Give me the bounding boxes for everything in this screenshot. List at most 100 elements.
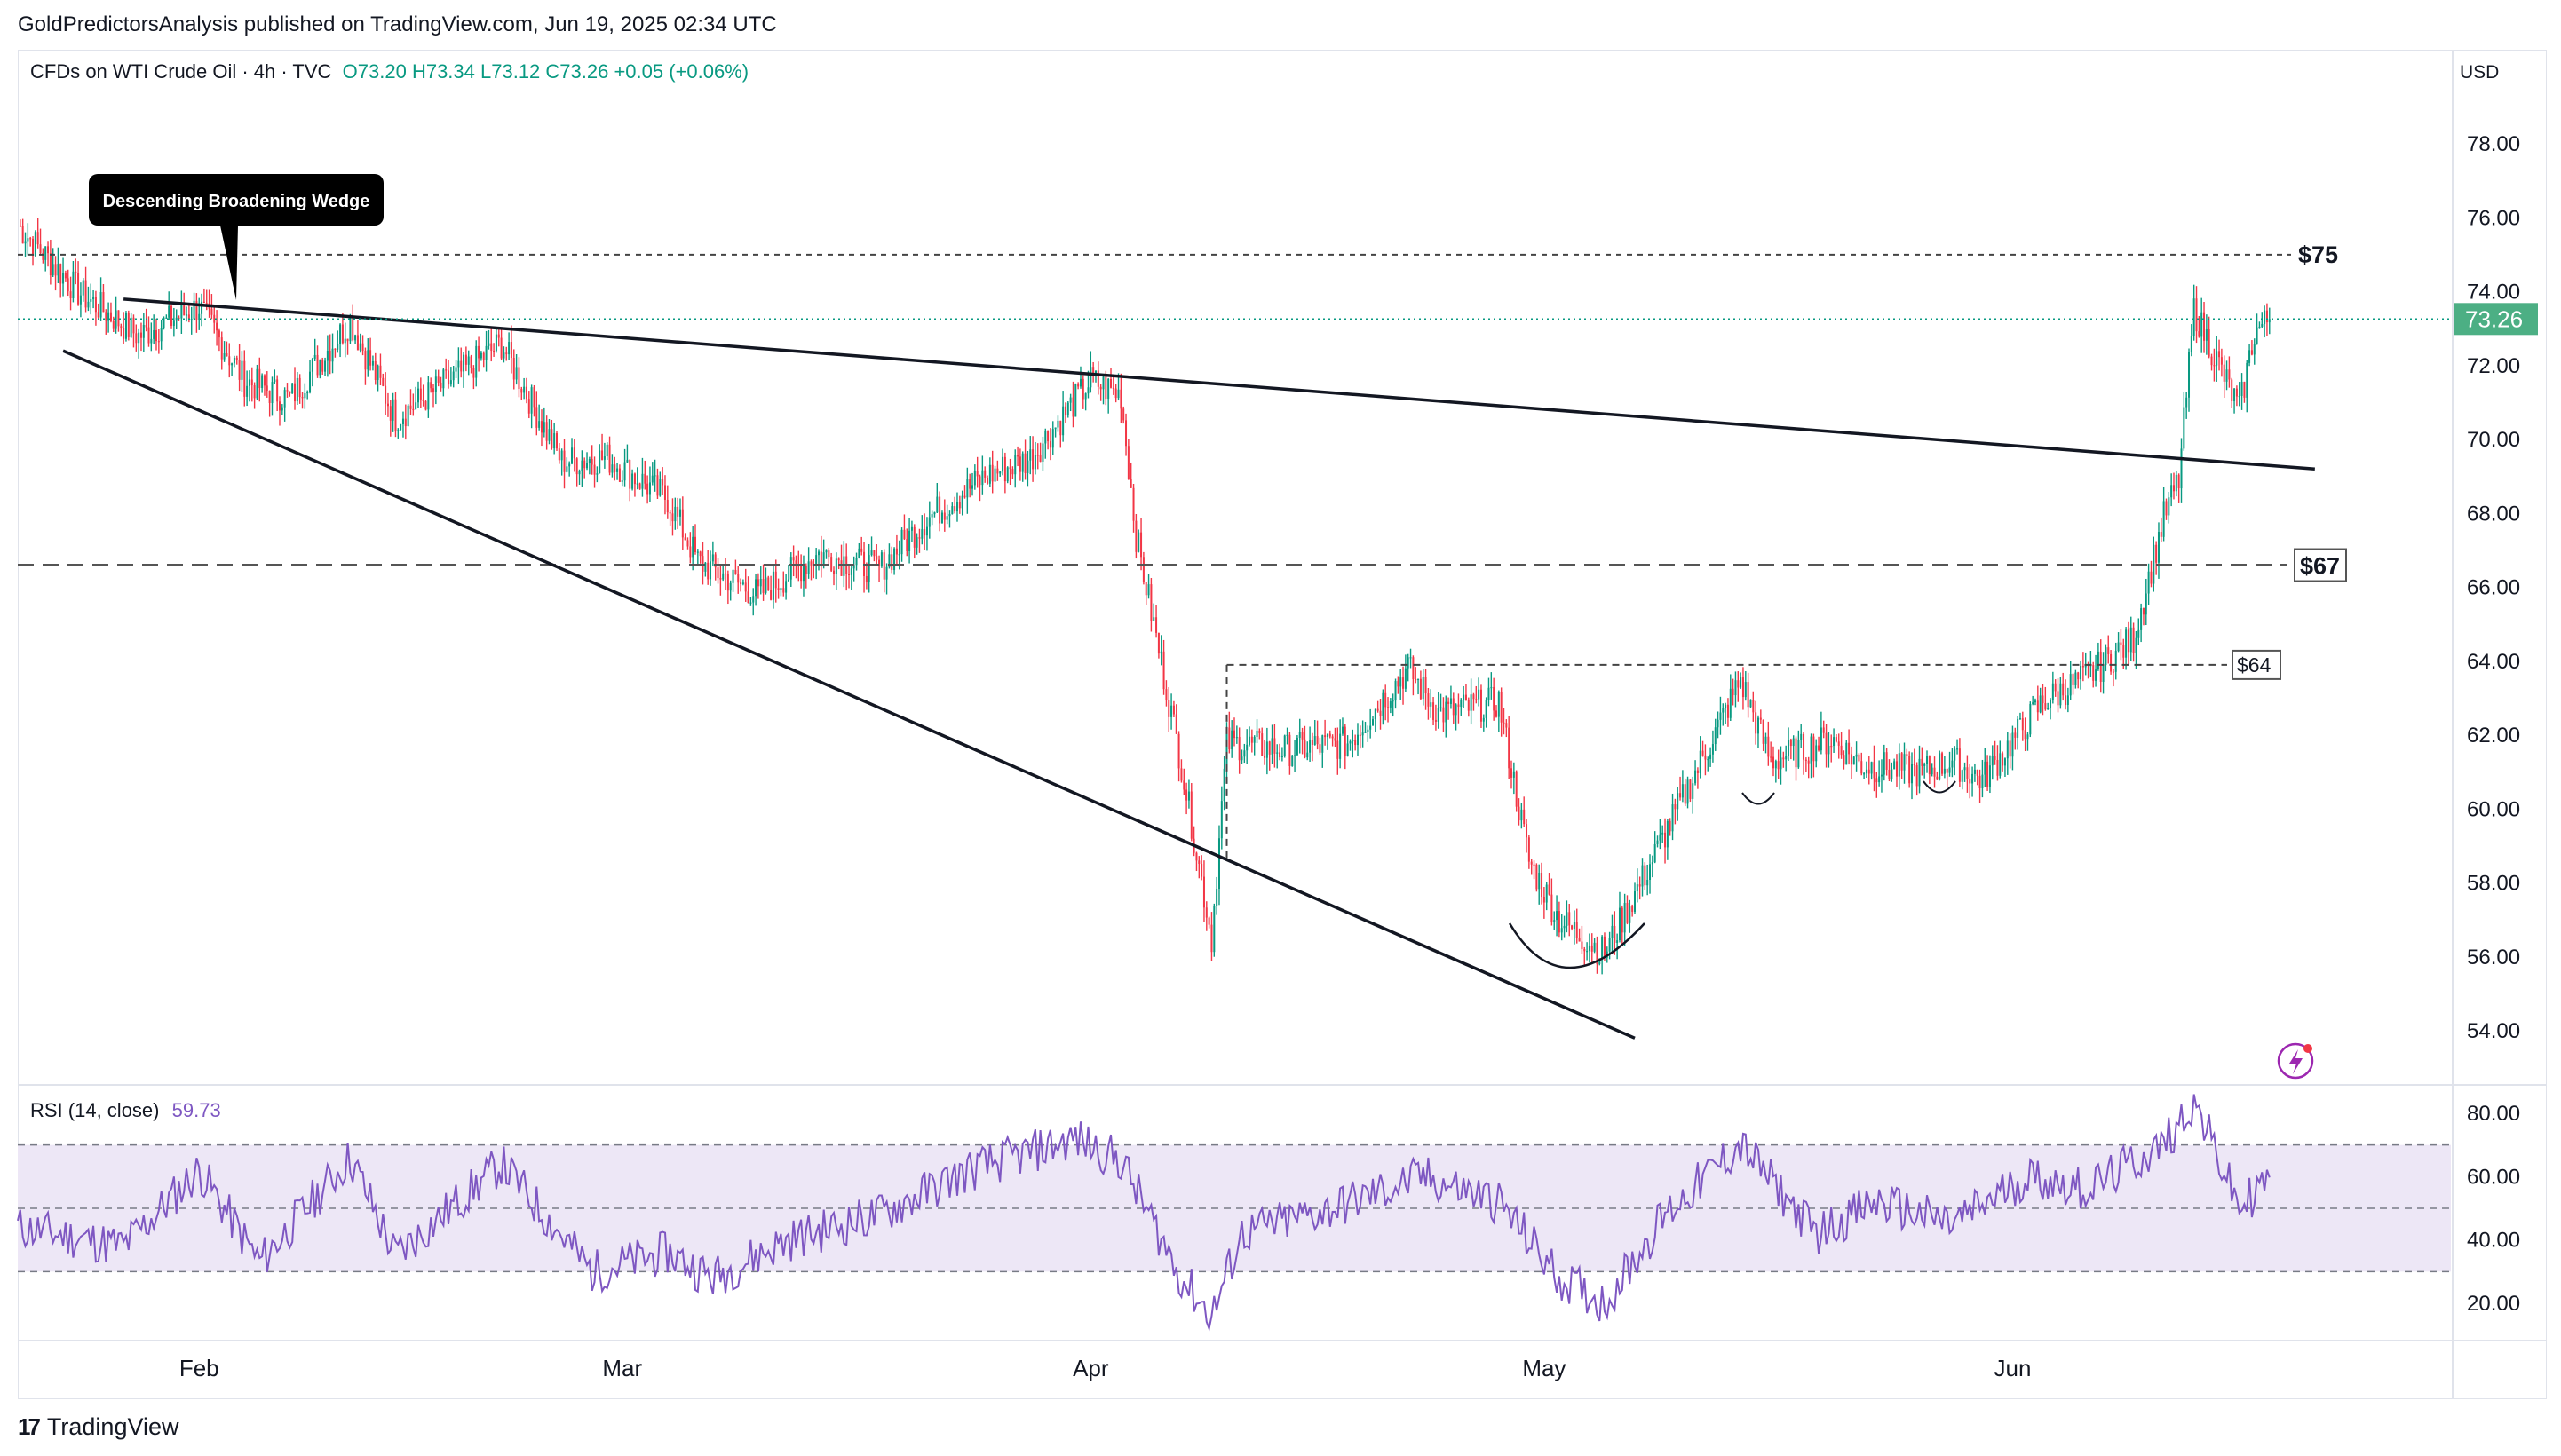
rsi-legend[interactable]: RSI (14, close) 59.73 bbox=[30, 1099, 221, 1122]
candle-body bbox=[57, 264, 59, 276]
candle-body bbox=[765, 577, 767, 593]
candle-body bbox=[228, 356, 231, 366]
candle-body bbox=[334, 348, 337, 350]
candle-body bbox=[21, 226, 24, 244]
candle-body bbox=[1177, 733, 1180, 769]
candle-body bbox=[1069, 397, 1072, 403]
candle-body bbox=[692, 536, 694, 558]
rsi-label[interactable]: RSI (14, close) bbox=[30, 1099, 160, 1121]
candle-body bbox=[1003, 456, 1006, 482]
candle-body bbox=[172, 320, 175, 326]
candle-body bbox=[1099, 386, 1102, 390]
candle-body bbox=[139, 332, 142, 338]
candle-body bbox=[1948, 767, 1951, 773]
candle-body bbox=[828, 550, 830, 558]
price-tick-label-6: 66.00 bbox=[2467, 576, 2520, 600]
candle-body bbox=[1132, 487, 1135, 521]
last-price-marker bbox=[2454, 303, 2538, 336]
symbol-legend[interactable]: CFDs on WTI Crude Oil · 4h · TVC O73.20 … bbox=[30, 60, 749, 83]
candle-body bbox=[1324, 735, 1327, 738]
candle-body bbox=[1029, 449, 1032, 461]
candle-body bbox=[689, 546, 692, 558]
candle-body bbox=[379, 365, 382, 378]
tradingview-brand[interactable]: 17 TradingView bbox=[18, 1413, 179, 1441]
candle-body bbox=[805, 565, 807, 574]
candle-body bbox=[2216, 351, 2218, 366]
candle-body bbox=[512, 358, 515, 380]
candle-body bbox=[1369, 725, 1372, 730]
candle-body bbox=[656, 475, 659, 496]
candle-body bbox=[571, 447, 574, 464]
candle-body bbox=[1671, 804, 1674, 832]
candle-body bbox=[1319, 744, 1321, 753]
candle-body bbox=[1835, 737, 1837, 742]
candle-body bbox=[1479, 689, 1482, 722]
candle-body bbox=[2003, 758, 2006, 766]
candle-body bbox=[1430, 702, 1432, 707]
candle-body bbox=[1298, 732, 1301, 738]
candle-body bbox=[349, 317, 352, 342]
candle-body bbox=[918, 537, 921, 539]
candle-body bbox=[168, 305, 170, 318]
candle-body bbox=[1659, 834, 1661, 841]
candle-body bbox=[1915, 765, 1918, 787]
candle-body bbox=[545, 422, 548, 441]
candle-body bbox=[1875, 778, 1878, 783]
candle-body bbox=[1651, 862, 1653, 865]
ohlc-values: O73.20 H73.34 L73.12 C73.26 +0.05 (+0.06… bbox=[342, 60, 749, 83]
candle-body bbox=[1986, 761, 1989, 787]
candle-body bbox=[2172, 485, 2175, 492]
candle-body bbox=[339, 324, 342, 344]
candle-body bbox=[1734, 680, 1737, 696]
candle-body bbox=[1412, 657, 1415, 680]
candle-body bbox=[558, 448, 560, 461]
candle-body bbox=[1175, 714, 1177, 734]
candle-body bbox=[394, 399, 397, 431]
candle-body bbox=[566, 466, 568, 472]
level-label-box-67 bbox=[2294, 548, 2347, 582]
flash-badge-icon bbox=[2303, 1044, 2312, 1053]
candle-body bbox=[2150, 571, 2153, 584]
candle-body bbox=[2077, 672, 2080, 680]
candle-body bbox=[636, 483, 638, 485]
candle-body bbox=[500, 337, 503, 359]
currency-label[interactable]: USD bbox=[2460, 62, 2500, 83]
candle-body bbox=[2014, 732, 2017, 738]
candle-body bbox=[674, 506, 677, 522]
candle-body bbox=[1931, 767, 1933, 775]
candle-body bbox=[1216, 889, 1218, 906]
candle-body bbox=[795, 560, 797, 566]
candle-body bbox=[2213, 365, 2216, 367]
candle-body bbox=[1417, 678, 1420, 680]
candle-body bbox=[1261, 733, 1264, 756]
candle-body bbox=[1590, 945, 1593, 952]
candle-body bbox=[84, 280, 87, 308]
candle-body bbox=[1487, 687, 1490, 700]
candle-body bbox=[2170, 485, 2173, 498]
candle-body bbox=[553, 433, 556, 449]
candle-body bbox=[42, 253, 44, 260]
candle-body bbox=[817, 551, 820, 556]
candle-body bbox=[1205, 907, 1208, 918]
rsi-tick-label-2: 60.00 bbox=[2467, 1165, 2520, 1189]
candle-body bbox=[1636, 884, 1638, 892]
candle-body bbox=[916, 537, 918, 548]
candle-body bbox=[1614, 925, 1616, 943]
candle-body bbox=[1911, 764, 1914, 784]
candle-body bbox=[1661, 832, 1664, 835]
candle-body bbox=[2092, 665, 2095, 681]
candle-body bbox=[1626, 902, 1629, 923]
candle-body bbox=[1120, 389, 1122, 409]
candle-body bbox=[1825, 732, 1828, 755]
candle-body bbox=[331, 348, 334, 362]
symbol-label[interactable]: CFDs on WTI Crude Oil · 4h · TVC bbox=[30, 60, 332, 83]
candle-body bbox=[337, 344, 339, 350]
candle-body bbox=[105, 312, 107, 321]
candle-body bbox=[132, 317, 135, 334]
candle-body bbox=[1762, 719, 1764, 744]
candle-body bbox=[138, 332, 140, 344]
candle-body bbox=[593, 464, 596, 475]
candle-body bbox=[837, 558, 840, 561]
candle-body bbox=[988, 464, 991, 484]
